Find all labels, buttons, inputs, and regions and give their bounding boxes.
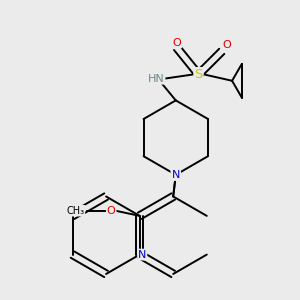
Text: HN: HN <box>148 74 164 84</box>
Text: O: O <box>172 38 181 48</box>
Text: O: O <box>223 40 231 50</box>
Text: N: N <box>172 170 180 180</box>
Text: N: N <box>138 250 146 260</box>
Text: N: N <box>172 170 180 180</box>
Text: O: O <box>107 206 116 216</box>
Text: CH₃: CH₃ <box>66 206 84 216</box>
Text: S: S <box>194 68 203 81</box>
